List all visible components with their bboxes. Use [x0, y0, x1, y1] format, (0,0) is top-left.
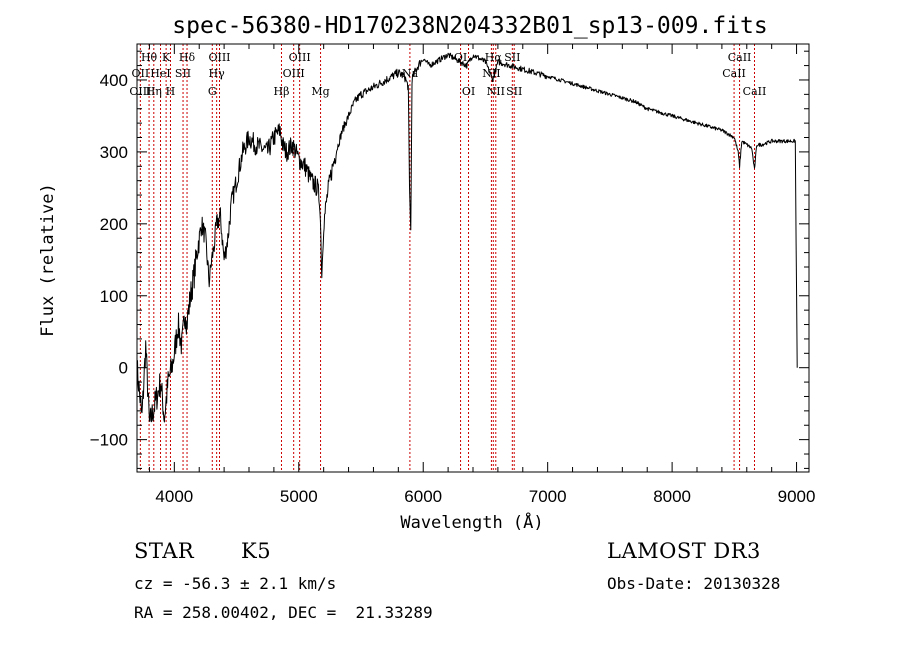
line-annotation: CaII	[728, 51, 752, 64]
line-annotation: K	[162, 51, 171, 64]
x-tick-label: 7000	[529, 487, 567, 506]
x-tick-label: 6000	[404, 487, 442, 506]
x-tick-label: 9000	[778, 487, 816, 506]
line-annotation: SII	[506, 85, 522, 98]
line-annotation: OIII	[129, 85, 151, 98]
line-annotation: H	[166, 85, 176, 98]
object-class: STAR	[134, 539, 195, 563]
y-tick-label: −100	[90, 431, 128, 450]
x-tick-label: 5000	[280, 487, 318, 506]
line-annotation: OII	[132, 67, 150, 80]
line-annotation: Hη	[146, 85, 162, 98]
y-tick-label: 200	[100, 215, 128, 234]
line-annotation: G	[208, 85, 217, 98]
x-axis-ticks: 4000 5000 6000 7000 8000 9000	[148, 44, 816, 506]
line-annotation: Hθ	[141, 51, 158, 64]
line-annotation: Hδ	[179, 51, 196, 64]
line-annotation: OIII	[208, 51, 230, 64]
line-annotation: NII	[487, 85, 505, 98]
y-axis-ticks: −100 0 100 200 300 400	[90, 50, 809, 469]
line-annotation: CaII	[722, 67, 746, 80]
line-annotation: Mg	[311, 85, 329, 98]
y-tick-label: 400	[100, 71, 128, 90]
plot-frame	[136, 43, 810, 473]
y-tick-label: 100	[100, 287, 128, 306]
spectrum-line	[136, 52, 798, 423]
line-annotation: OIII	[289, 51, 311, 64]
line-annotation: SII	[175, 67, 191, 80]
survey-name: LAMOST DR3	[607, 539, 761, 563]
x-tick-label: 4000	[155, 487, 193, 506]
line-annotation: NII	[482, 67, 500, 80]
line-annotation: OIII	[283, 67, 305, 80]
line-annotation: Hγ	[209, 67, 226, 80]
line-annotation: HeI	[150, 67, 170, 80]
line-annotation: SII	[504, 51, 520, 64]
y-axis-label: Flux (relative)	[38, 183, 58, 337]
line-annotation: CaII	[743, 85, 767, 98]
line-annotation: Hβ	[274, 85, 290, 98]
chart-title: spec-56380-HD170238N204332B01_sp13-009.f…	[172, 13, 767, 39]
object-subclass: K5	[241, 539, 272, 563]
y-tick-label: 300	[100, 143, 128, 162]
obs-date-text: Obs-Date: 20130328	[607, 574, 781, 593]
coordinates-text: RA = 258.00402, DEC = 21.33289	[134, 603, 433, 622]
x-tick-label: 8000	[653, 487, 691, 506]
line-annotations: Hθ OII OIII K HeI Hη H Hδ SII OIII Hγ G OIII OIII Hβ Mg…	[129, 51, 766, 98]
redshift-text: cz = -56.3 ± 2.1 km/s	[134, 574, 337, 593]
line-annotation: OI	[462, 85, 475, 98]
x-axis-label: Wavelength (Å)	[400, 511, 543, 533]
marker-lines	[139, 44, 755, 472]
y-tick-label: 0	[119, 359, 128, 378]
